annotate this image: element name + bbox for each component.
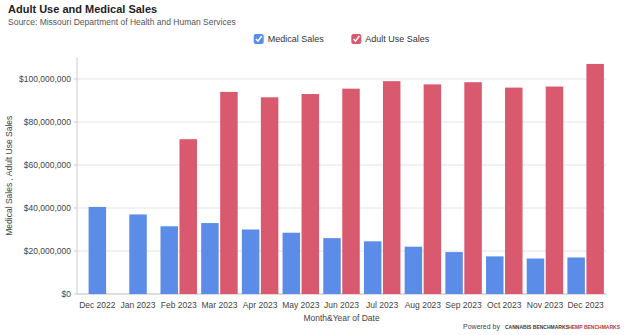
bar (486, 256, 504, 294)
x-axis-title: Month&Year of Date (303, 313, 380, 323)
footer-logo: HEMP BENCHMARKS (568, 324, 621, 330)
y-tick-label: $40,000,000 (24, 203, 72, 213)
grid-line (77, 79, 606, 80)
subtitle: Source: Missouri Department of Health an… (8, 17, 236, 27)
x-tick-label: Mar 2023 (201, 300, 237, 310)
x-tick-label: Jan 2023 (121, 300, 156, 310)
legend-label: Medical Sales (268, 34, 325, 44)
footer-text: Powered by (463, 323, 500, 331)
y-tick-label: $100,000,000 (19, 74, 71, 84)
bar (283, 233, 301, 294)
bar (302, 94, 320, 294)
bar (445, 252, 463, 294)
x-tick-label: May 2023 (282, 300, 320, 310)
bar (129, 214, 147, 294)
bar (567, 257, 585, 294)
x-tick-label: Jun 2023 (324, 300, 359, 310)
x-tick-label: Apr 2023 (243, 300, 278, 310)
title: Adult Use and Medical Sales (8, 3, 157, 15)
bar (160, 226, 178, 294)
grid-line (77, 251, 606, 252)
bar (464, 82, 482, 294)
y-axis (77, 58, 78, 295)
grid (74, 79, 606, 294)
bar (342, 89, 360, 294)
x-tick-label: Oct 2023 (487, 300, 522, 310)
bar (220, 92, 238, 294)
footer-logo: CANNABIS BENCHMARKS (505, 324, 570, 330)
bar (546, 87, 564, 294)
bar (323, 238, 341, 294)
bar (89, 207, 107, 294)
x-tick-label: Feb 2023 (161, 300, 197, 310)
legend-check (354, 36, 360, 41)
bar (261, 97, 279, 294)
y-tick-label: $60,000,000 (24, 160, 72, 170)
x-tick-label: Dec 2022 (79, 300, 116, 310)
grid-line (77, 122, 606, 123)
x-tick-label: Nov 2023 (527, 300, 564, 310)
bar (201, 223, 219, 294)
y-tick-label: $80,000,000 (24, 117, 72, 127)
x-tick-label: Aug 2023 (405, 300, 442, 310)
bar (242, 230, 260, 295)
bar (505, 88, 523, 294)
grid-line (77, 294, 606, 295)
legend-swatch (351, 34, 361, 44)
bar (527, 259, 545, 294)
y-axis-title: Medical Sales , Adult Use Sales (4, 116, 14, 236)
x-tick-label: Dec 2023 (567, 300, 604, 310)
grid-line (77, 208, 606, 209)
legend-label: Adult Use Sales (365, 34, 430, 44)
legend-swatch (254, 34, 264, 44)
y-tick-label: $0 (62, 289, 72, 299)
x-tick-label: Jul 2023 (366, 300, 398, 310)
legend: Medical Sales Adult Use Sales (254, 34, 430, 44)
bars (89, 64, 604, 294)
y-tick-label: $20,000,000 (24, 246, 72, 256)
bar (586, 64, 604, 294)
legend-check (256, 36, 262, 41)
grid-line (77, 165, 606, 166)
bar (179, 139, 197, 294)
x-tick-label: Sep 2023 (445, 300, 482, 310)
bar (383, 81, 401, 294)
bar (364, 241, 382, 294)
bar (424, 84, 442, 294)
chart: Adult Use and Medical Sales Source: Misso… (0, 0, 624, 335)
bar (405, 247, 423, 294)
